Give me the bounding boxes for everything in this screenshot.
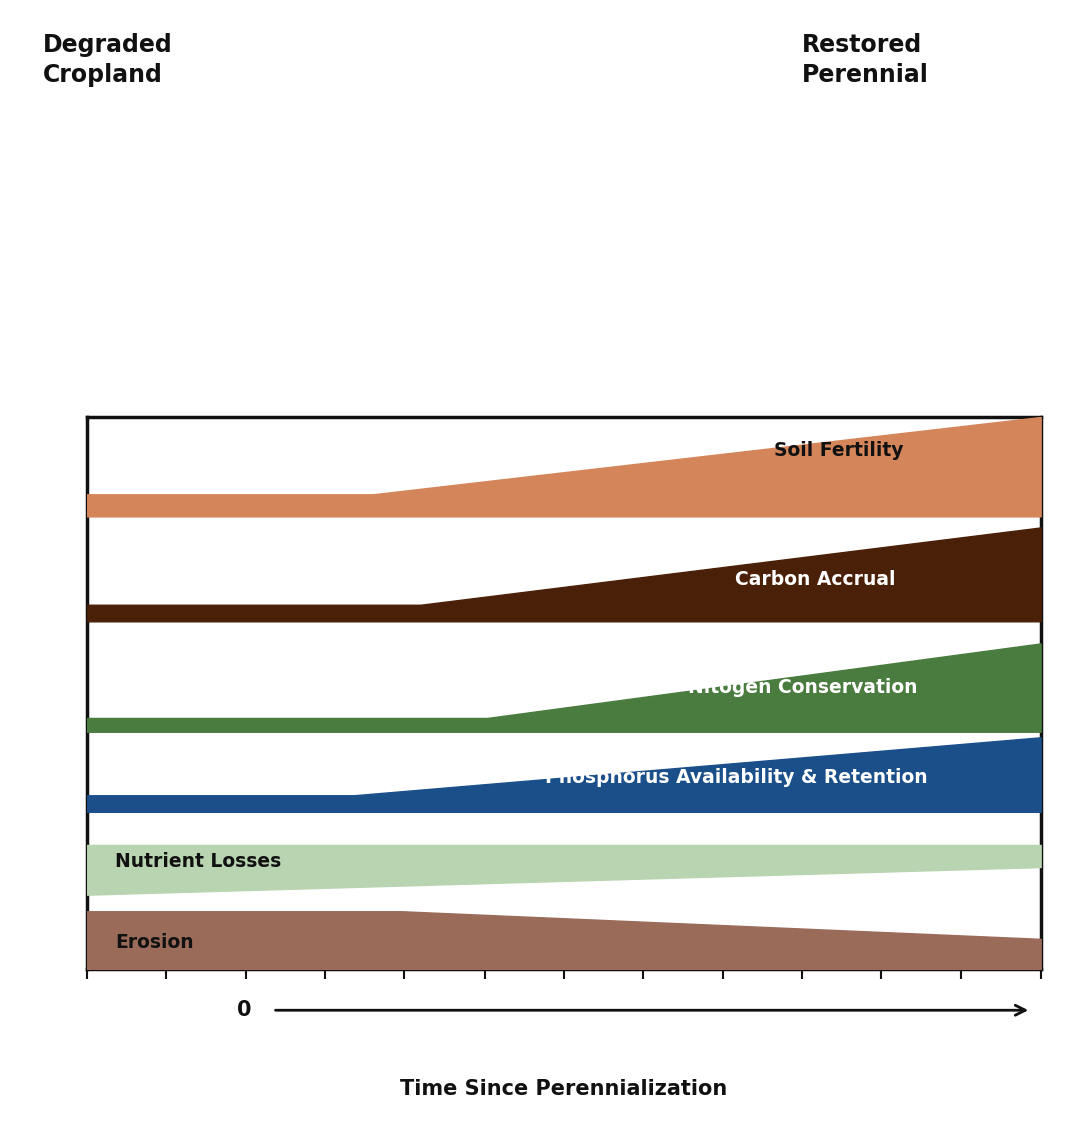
Text: Degraded
Cropland: Degraded Cropland — [43, 34, 173, 87]
Text: Restored
Perennial: Restored Perennial — [802, 34, 929, 87]
Text: 0: 0 — [237, 1001, 251, 1020]
Text: Carbon Accrual: Carbon Accrual — [735, 570, 895, 589]
Text: Phosphorus Availability & Retention: Phosphorus Availability & Retention — [544, 767, 927, 787]
Text: Nutrient Losses: Nutrient Losses — [115, 852, 282, 871]
Text: Soil Fertility: Soil Fertility — [774, 441, 903, 460]
Text: Erosion: Erosion — [115, 933, 194, 952]
Text: Time Since Perennialization: Time Since Perennialization — [400, 1080, 727, 1099]
Text: Nitogen Conservation: Nitogen Conservation — [687, 678, 917, 698]
